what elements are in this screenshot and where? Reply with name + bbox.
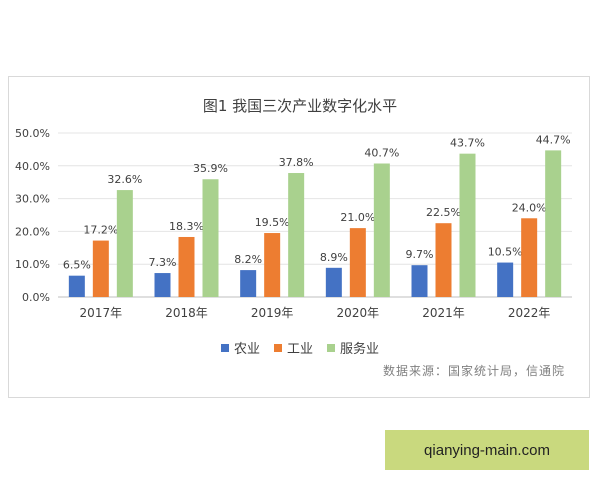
- x-tick-label: 2018年: [165, 306, 208, 320]
- x-tick-label: 2022年: [508, 306, 551, 320]
- data-label: 19.5%: [255, 216, 290, 229]
- y-tick-label: 50.0%: [15, 127, 50, 140]
- data-source-note: 数据来源：国家统计局，信通院: [383, 364, 566, 378]
- bar: [202, 179, 219, 297]
- bar: [178, 236, 195, 297]
- bar: [288, 173, 305, 297]
- bar: [435, 223, 452, 297]
- legend-label: 农业: [233, 342, 260, 357]
- x-tick-label: 2017年: [80, 306, 123, 320]
- bar: [154, 273, 171, 297]
- data-label: 17.2%: [83, 224, 118, 237]
- data-label: 7.3%: [149, 256, 177, 269]
- data-label: 22.5%: [426, 206, 461, 219]
- bar: [411, 265, 428, 297]
- legend-label: 工业: [286, 342, 313, 357]
- data-label: 9.7%: [406, 248, 434, 261]
- data-label: 8.2%: [234, 253, 262, 266]
- y-tick-label: 20.0%: [15, 225, 50, 238]
- y-tick-label: 10.0%: [15, 258, 50, 271]
- bar: [264, 233, 281, 297]
- x-axis: 2017年 2018年 2019年 2020年 2021年 2022年: [80, 306, 551, 320]
- legend-swatch: [220, 343, 229, 352]
- data-label: 8.9%: [320, 251, 348, 264]
- bar: [92, 240, 109, 297]
- data-label: 32.6%: [107, 173, 142, 186]
- y-tick-label: 30.0%: [15, 193, 50, 206]
- legend-label: 服务业: [340, 342, 380, 357]
- bar: [545, 150, 562, 297]
- data-label: 6.5%: [63, 259, 91, 272]
- legend-swatch: [327, 343, 335, 352]
- data-label: 21.0%: [340, 211, 375, 224]
- data-label: 43.7%: [450, 137, 485, 150]
- legend: 农业 工业 服务业: [0, 338, 600, 357]
- bars: 6.5% 17.2% 32.6% 7.3% 18.3% 35.9% 8.2% 19.5% 37.…: [63, 133, 571, 297]
- watermark: qianying-main.com: [385, 430, 589, 470]
- bar: [349, 228, 366, 297]
- data-label: 35.9%: [193, 162, 228, 175]
- legend-swatch: [273, 343, 282, 352]
- data-label: 40.7%: [364, 147, 399, 160]
- chart-title: 图1 我国三次产业数字化水平: [202, 97, 398, 115]
- data-label: 10.5%: [488, 246, 523, 259]
- y-tick-label: 0.0%: [22, 291, 50, 304]
- bar: [240, 270, 257, 297]
- bar: [521, 218, 538, 297]
- legend-item: 服务业: [327, 338, 379, 357]
- legend-item: 工业: [273, 338, 313, 357]
- y-tick-label: 40.0%: [15, 160, 50, 173]
- bar: [68, 275, 85, 297]
- bar: [116, 190, 133, 297]
- data-label: 18.3%: [169, 220, 204, 233]
- bar: [497, 262, 514, 297]
- grid-lines: [58, 132, 572, 298]
- y-axis: 0.0% 10.0% 20.0% 30.0% 40.0% 50.0%: [15, 127, 50, 304]
- x-tick-label: 2021年: [422, 306, 465, 320]
- data-label: 37.8%: [279, 156, 314, 169]
- bar: [373, 163, 390, 297]
- bar: [459, 153, 476, 297]
- legend-item: 农业: [220, 338, 260, 357]
- data-label: 24.0%: [512, 201, 547, 214]
- bar: [325, 267, 342, 297]
- x-tick-label: 2019年: [251, 306, 294, 320]
- data-label: 44.7%: [536, 133, 571, 146]
- x-tick-label: 2020年: [337, 306, 380, 320]
